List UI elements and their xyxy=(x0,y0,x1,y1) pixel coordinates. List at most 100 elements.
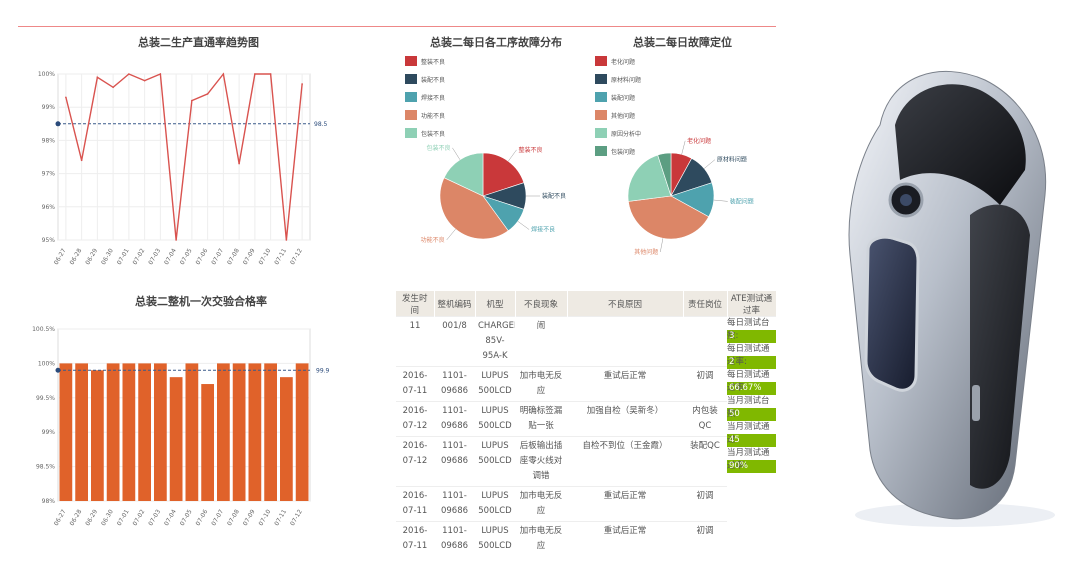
data-point xyxy=(159,73,162,75)
slice-label: 整装不良 xyxy=(519,146,543,154)
target-label: 99.9 xyxy=(316,367,330,374)
slice-label: 焊接不良 xyxy=(531,226,555,234)
legend-swatch xyxy=(405,110,417,120)
legend-label: 装配不良 xyxy=(421,76,445,84)
bar xyxy=(217,363,230,501)
pie-slice xyxy=(443,152,484,197)
cell-code: 1101-09686 xyxy=(434,366,475,402)
ate-value: 66.67% xyxy=(727,382,776,395)
y-tick-label: 96% xyxy=(42,204,56,211)
table-row: 2016-07-12 1101-09686 LUPUS 500LCD 后板输出插… xyxy=(396,436,776,487)
x-tick-label: 07-03 xyxy=(147,508,162,527)
bar xyxy=(232,363,246,501)
x-tick-label: 07-03 xyxy=(147,247,162,266)
slice-label: 装配不良 xyxy=(542,192,566,200)
cell-cause xyxy=(567,316,683,367)
x-tick-label: 07-07 xyxy=(210,247,225,266)
cell-date: 2016-07-11 xyxy=(396,366,434,402)
bar xyxy=(264,363,277,501)
cell-code: 1101-09686 xyxy=(434,436,475,487)
cell-symptom: 加市电无反应 xyxy=(515,521,567,556)
slice-label: 原材料问题 xyxy=(717,156,747,164)
data-point xyxy=(269,73,272,75)
legend-label: 老化问题 xyxy=(611,58,635,66)
side-button xyxy=(972,385,980,421)
fault-location-pie: 老化问题原材料问题装配问题其他问题原因分析中包装问题老化问题原材料问题装配问题其… xyxy=(595,56,754,256)
fault-record-table: 发生时间 整机编码 机型 不良现象 不良原因 责任岗位 ATE测试通过率 11 … xyxy=(396,291,777,556)
bar xyxy=(59,363,73,501)
col-header: 不良原因 xyxy=(567,291,684,317)
table-header-row: 发生时间 整机编码 机型 不良现象 不良原因 责任岗位 ATE测试通过率 xyxy=(396,291,777,317)
cell-model: LUPUS 500LCD xyxy=(475,521,515,556)
x-tick-label: 07-07 xyxy=(210,508,225,527)
legend-label: 其他问题 xyxy=(611,112,635,120)
cell-post: 内包装QC xyxy=(683,401,727,437)
ate-label: 当月测试通过: xyxy=(727,422,770,445)
cell-cause: 加强自检（吴新冬） xyxy=(567,401,683,437)
cell-date: 2016-07-11 xyxy=(396,521,434,556)
slice-label: 功能不良 xyxy=(421,236,445,244)
legend-label: 原材料问题 xyxy=(611,76,641,84)
slice-label: 包装不良 xyxy=(426,144,450,152)
ate-value: 3 xyxy=(727,330,776,343)
legend-label: 包装问题 xyxy=(611,148,635,156)
legend-label: 整装不良 xyxy=(421,58,445,66)
target-label: 98.5 xyxy=(314,121,328,128)
x-tick-label: 07-06 xyxy=(195,247,210,266)
ate-value: 90% xyxy=(727,460,776,473)
legend-swatch xyxy=(595,74,607,84)
legend-swatch xyxy=(595,146,607,156)
device-top-cap xyxy=(895,84,1026,205)
x-tick-label: 06-28 xyxy=(69,247,84,266)
fault-location-pie-title: 总装二每日故障定位 xyxy=(633,36,732,49)
cell-date: 2016-07-12 xyxy=(396,401,434,437)
bar xyxy=(122,363,136,501)
y-tick-label: 97% xyxy=(42,171,56,178)
data-point xyxy=(128,73,130,75)
x-tick-label: 07-06 xyxy=(195,508,210,527)
cell-date: 11 xyxy=(396,316,434,367)
cell-code: 1101-09686 xyxy=(434,521,475,556)
x-tick-label: 06-29 xyxy=(84,508,99,527)
leader-line xyxy=(508,149,517,162)
data-point xyxy=(96,76,99,79)
x-tick-label: 06-27 xyxy=(53,508,68,527)
cell-post: 初调 xyxy=(683,366,727,402)
cell-code: 001/8 xyxy=(434,316,475,367)
cell-symptom: 加市电无反应 xyxy=(515,366,567,402)
fault-location-pie-panel: 总装二每日故障定位 老化问题 原材料问题 装配问题 其他问题 原因分析中 包装问题 老化问题… xyxy=(585,28,775,268)
x-tick-label: 07-09 xyxy=(242,247,257,266)
data-point xyxy=(301,83,303,85)
pie-slice xyxy=(439,177,509,240)
data-point xyxy=(254,73,256,75)
legend-swatch xyxy=(405,128,417,138)
bar xyxy=(201,384,214,501)
x-tick-label: 07-01 xyxy=(116,508,131,527)
table-row: 2016-07-11 1101-09686 LUPUS 500LCD 加市电无反… xyxy=(396,521,776,556)
table-row: 2016-07-11 1101-09686 LUPUS 500LCD 加市电无反… xyxy=(396,366,776,402)
data-point xyxy=(238,162,240,165)
legend-swatch xyxy=(595,92,607,102)
col-header: 不良现象 xyxy=(515,291,568,317)
cell-post xyxy=(683,316,727,367)
data-point xyxy=(112,86,114,89)
table-row: 11 001/8 CHARGER-85V-95A-K 闹 每日测试台数: 3 每… xyxy=(396,316,776,556)
bar xyxy=(154,363,167,501)
ate-stats: 每日测试台数: 3 每日测试通过率: 2 每日测试通过率: 66.67% 当月测… xyxy=(727,316,776,556)
leader-line xyxy=(681,140,686,155)
cell-cause: 重试后正常 xyxy=(567,366,683,402)
y-tick-label: 99.5% xyxy=(36,395,55,402)
legend-label: 原因分析中 xyxy=(611,130,641,138)
x-tick-label: 07-12 xyxy=(289,247,304,266)
cell-code: 1101-09686 xyxy=(434,486,475,522)
bar xyxy=(185,363,199,501)
leader-line xyxy=(446,228,456,241)
legend-label: 装配问题 xyxy=(611,94,635,102)
x-tick-label: 06-30 xyxy=(100,508,115,527)
cell-post: 初调 xyxy=(683,486,727,522)
col-header: 整机编码 xyxy=(434,291,476,317)
ate-label: 当月测试通过率: xyxy=(727,448,770,471)
cell-symptom: 闹 xyxy=(515,316,567,367)
cell-model: LUPUS 500LCD xyxy=(475,436,515,487)
slice-label: 其他问题 xyxy=(634,248,658,256)
